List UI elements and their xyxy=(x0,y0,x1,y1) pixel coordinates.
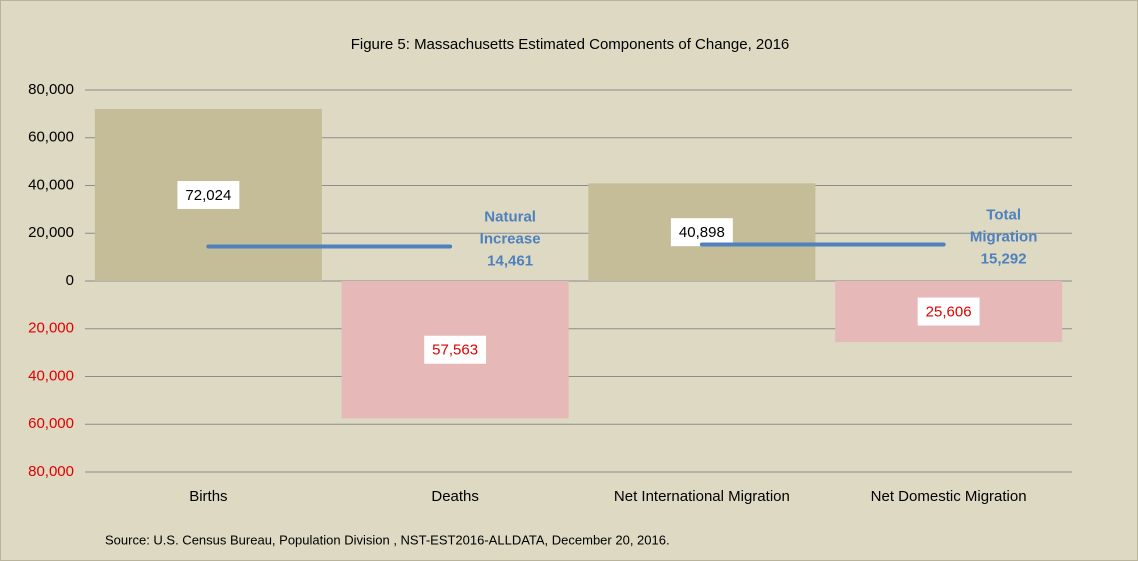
y-tick-label: 60,000 xyxy=(28,129,74,146)
x-tick-label: Net Domestic Migration xyxy=(871,488,1027,505)
value-label: 57,563 xyxy=(432,342,478,359)
x-tick-label: Net International Migration xyxy=(614,488,790,505)
annotation-value: 14,461 xyxy=(487,252,533,269)
value-label: 72,024 xyxy=(185,187,231,204)
value-label-box xyxy=(177,181,240,210)
annotation-text: Increase xyxy=(480,230,541,247)
value-label: 40,898 xyxy=(679,224,725,241)
x-tick-label: Deaths xyxy=(431,488,479,505)
y-tick-label: 40,000 xyxy=(28,367,74,384)
annotation-text: Migration xyxy=(970,228,1038,245)
y-tick-label: 60,000 xyxy=(28,415,74,432)
y-tick-label: 40,000 xyxy=(28,176,74,193)
chart-title: Figure 5: Massachusetts Estimated Compon… xyxy=(351,36,790,53)
value-label-box xyxy=(917,297,980,326)
value-label-box xyxy=(424,335,487,364)
x-tick-label: Births xyxy=(189,488,227,505)
annotation-text: Natural xyxy=(484,208,536,225)
source-note: Source: U.S. Census Bureau, Population D… xyxy=(105,532,670,547)
y-tick-label: 20,000 xyxy=(28,320,74,337)
annotation-text: Total xyxy=(986,206,1021,223)
value-label-box xyxy=(670,218,733,247)
y-tick-label: 80,000 xyxy=(28,81,74,98)
annotation-value: 15,292 xyxy=(981,250,1027,267)
y-tick-label: 80,000 xyxy=(28,463,74,480)
y-tick-label: 20,000 xyxy=(28,224,74,241)
value-label: 25,606 xyxy=(926,304,972,321)
y-tick-label: 0 xyxy=(66,272,74,289)
